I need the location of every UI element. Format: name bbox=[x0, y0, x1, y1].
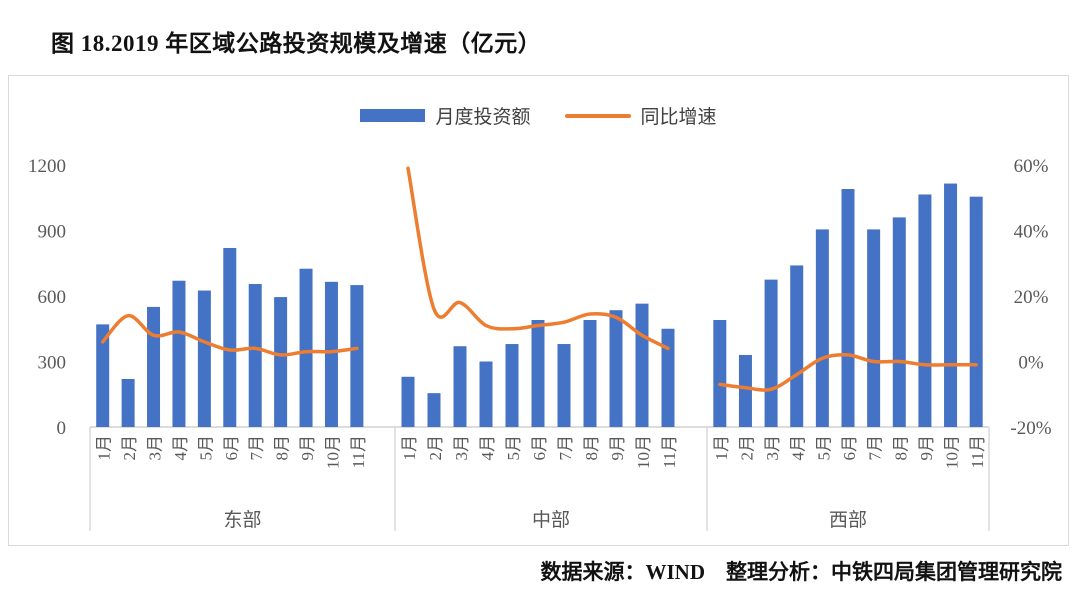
group-label: 东部 bbox=[223, 509, 261, 531]
bar-西部-9月 bbox=[918, 194, 932, 427]
bar-西部-11月 bbox=[969, 196, 983, 427]
bar-东部-6月 bbox=[223, 247, 237, 427]
month-label: 6月 bbox=[222, 435, 241, 461]
bar-西部-3月 bbox=[764, 279, 778, 427]
bar-西部-2月 bbox=[738, 354, 752, 427]
bar-西部-6月 bbox=[841, 189, 855, 427]
bar-中部-1月 bbox=[401, 376, 415, 427]
source-note: 数据来源：WIND 整理分析：中铁四局集团管理研究院 bbox=[540, 560, 1062, 584]
y-axis-right-tick: 0% bbox=[1018, 353, 1044, 374]
bar-中部-2月 bbox=[427, 393, 441, 427]
month-label: 4月 bbox=[171, 435, 190, 461]
month-label: 11月 bbox=[968, 435, 987, 468]
bar-西部-7月 bbox=[867, 229, 881, 427]
bar-东部-3月 bbox=[147, 306, 161, 427]
y-axis-left-tick: 900 bbox=[38, 222, 67, 243]
month-label: 7月 bbox=[247, 435, 266, 461]
month-label: 11月 bbox=[349, 435, 368, 468]
chart-frame: 月度投资额 同比增速 0 300 600 900 1200 -20% 0% 20% 40% 60%… bbox=[8, 75, 1069, 546]
month-label: 5月 bbox=[196, 435, 215, 461]
month-label: 8月 bbox=[891, 435, 910, 461]
bar-中部-10月 bbox=[635, 303, 649, 427]
bar-中部-11月 bbox=[661, 328, 675, 427]
month-label: 10月 bbox=[943, 435, 962, 469]
bar-东部-7月 bbox=[248, 283, 262, 427]
y-axis-right-tick: 60% bbox=[1014, 156, 1049, 177]
bar-西部-10月 bbox=[944, 183, 958, 427]
month-label: 8月 bbox=[273, 435, 292, 461]
y-axis-right-tick: 20% bbox=[1014, 287, 1049, 308]
month-label: 8月 bbox=[582, 435, 601, 461]
month-label: 10月 bbox=[323, 435, 342, 469]
bar-东部-2月 bbox=[121, 378, 135, 427]
legend-label-investment: 月度投资额 bbox=[435, 107, 531, 128]
month-label: 10月 bbox=[634, 435, 653, 469]
bar-西部-4月 bbox=[790, 265, 804, 427]
bar-中部-7月 bbox=[557, 344, 571, 427]
month-label: 2月 bbox=[120, 435, 139, 461]
bar-中部-8月 bbox=[583, 320, 597, 427]
month-label: 9月 bbox=[298, 435, 317, 461]
y-axis-left-tick: 300 bbox=[38, 353, 67, 374]
month-label: 2月 bbox=[426, 435, 445, 461]
month-label: 4月 bbox=[789, 435, 808, 461]
bar-西部-1月 bbox=[713, 320, 727, 427]
month-label: 7月 bbox=[866, 435, 885, 461]
growth-line-西部 bbox=[718, 353, 978, 392]
line-series-swatch bbox=[564, 113, 631, 118]
legend-item-growth: 同比增速 bbox=[564, 102, 717, 129]
y-axis-right-tick: -20% bbox=[1010, 418, 1051, 439]
month-label: 6月 bbox=[840, 435, 859, 461]
month-label: 5月 bbox=[504, 435, 523, 461]
group-label: 西部 bbox=[829, 509, 867, 531]
month-label: 5月 bbox=[814, 435, 833, 461]
month-label: 7月 bbox=[556, 435, 575, 461]
month-label: 3月 bbox=[763, 435, 782, 461]
month-label: 1月 bbox=[95, 435, 114, 461]
legend: 月度投资额 同比增速 bbox=[9, 102, 1068, 129]
month-label: 9月 bbox=[917, 435, 936, 461]
y-axis-left-tick: 600 bbox=[38, 287, 67, 308]
bar-西部-5月 bbox=[815, 229, 829, 427]
bar-series-swatch bbox=[360, 109, 426, 122]
y-axis-right-tick: 40% bbox=[1014, 222, 1049, 243]
y-axis-left-tick: 0 bbox=[57, 418, 67, 439]
bar-东部-4月 bbox=[172, 280, 186, 427]
month-label: 2月 bbox=[737, 435, 756, 461]
bar-中部-4月 bbox=[479, 361, 493, 427]
chart-title: 图 18.2019 年区域公路投资规模及增速（亿元） bbox=[51, 31, 542, 56]
bar-东部-10月 bbox=[324, 281, 338, 427]
bar-东部-5月 bbox=[197, 290, 211, 427]
month-label: 11月 bbox=[660, 435, 679, 468]
month-label: 1月 bbox=[400, 435, 419, 461]
bar-东部-9月 bbox=[299, 268, 313, 427]
month-label: 6月 bbox=[530, 435, 549, 461]
bar-东部-1月 bbox=[96, 324, 110, 427]
month-label: 3月 bbox=[146, 435, 165, 461]
bar-东部-8月 bbox=[274, 297, 288, 427]
legend-item-investment: 月度投资额 bbox=[360, 102, 531, 129]
bar-西部-8月 bbox=[892, 217, 906, 427]
month-label: 9月 bbox=[608, 435, 627, 461]
legend-label-growth: 同比增速 bbox=[640, 107, 717, 128]
group-label: 中部 bbox=[532, 509, 570, 531]
month-label: 4月 bbox=[478, 435, 497, 461]
growth-line-东部 bbox=[100, 313, 359, 357]
bar-中部-5月 bbox=[505, 344, 519, 427]
y-axis-left-tick: 1200 bbox=[28, 156, 66, 177]
bar-东部-11月 bbox=[350, 285, 364, 427]
growth-line-中部 bbox=[406, 166, 670, 351]
bar-中部-3月 bbox=[453, 346, 467, 427]
month-label: 1月 bbox=[712, 435, 731, 461]
month-label: 3月 bbox=[452, 435, 471, 461]
bar-中部-9月 bbox=[609, 310, 623, 427]
bar-中部-6月 bbox=[531, 320, 545, 427]
